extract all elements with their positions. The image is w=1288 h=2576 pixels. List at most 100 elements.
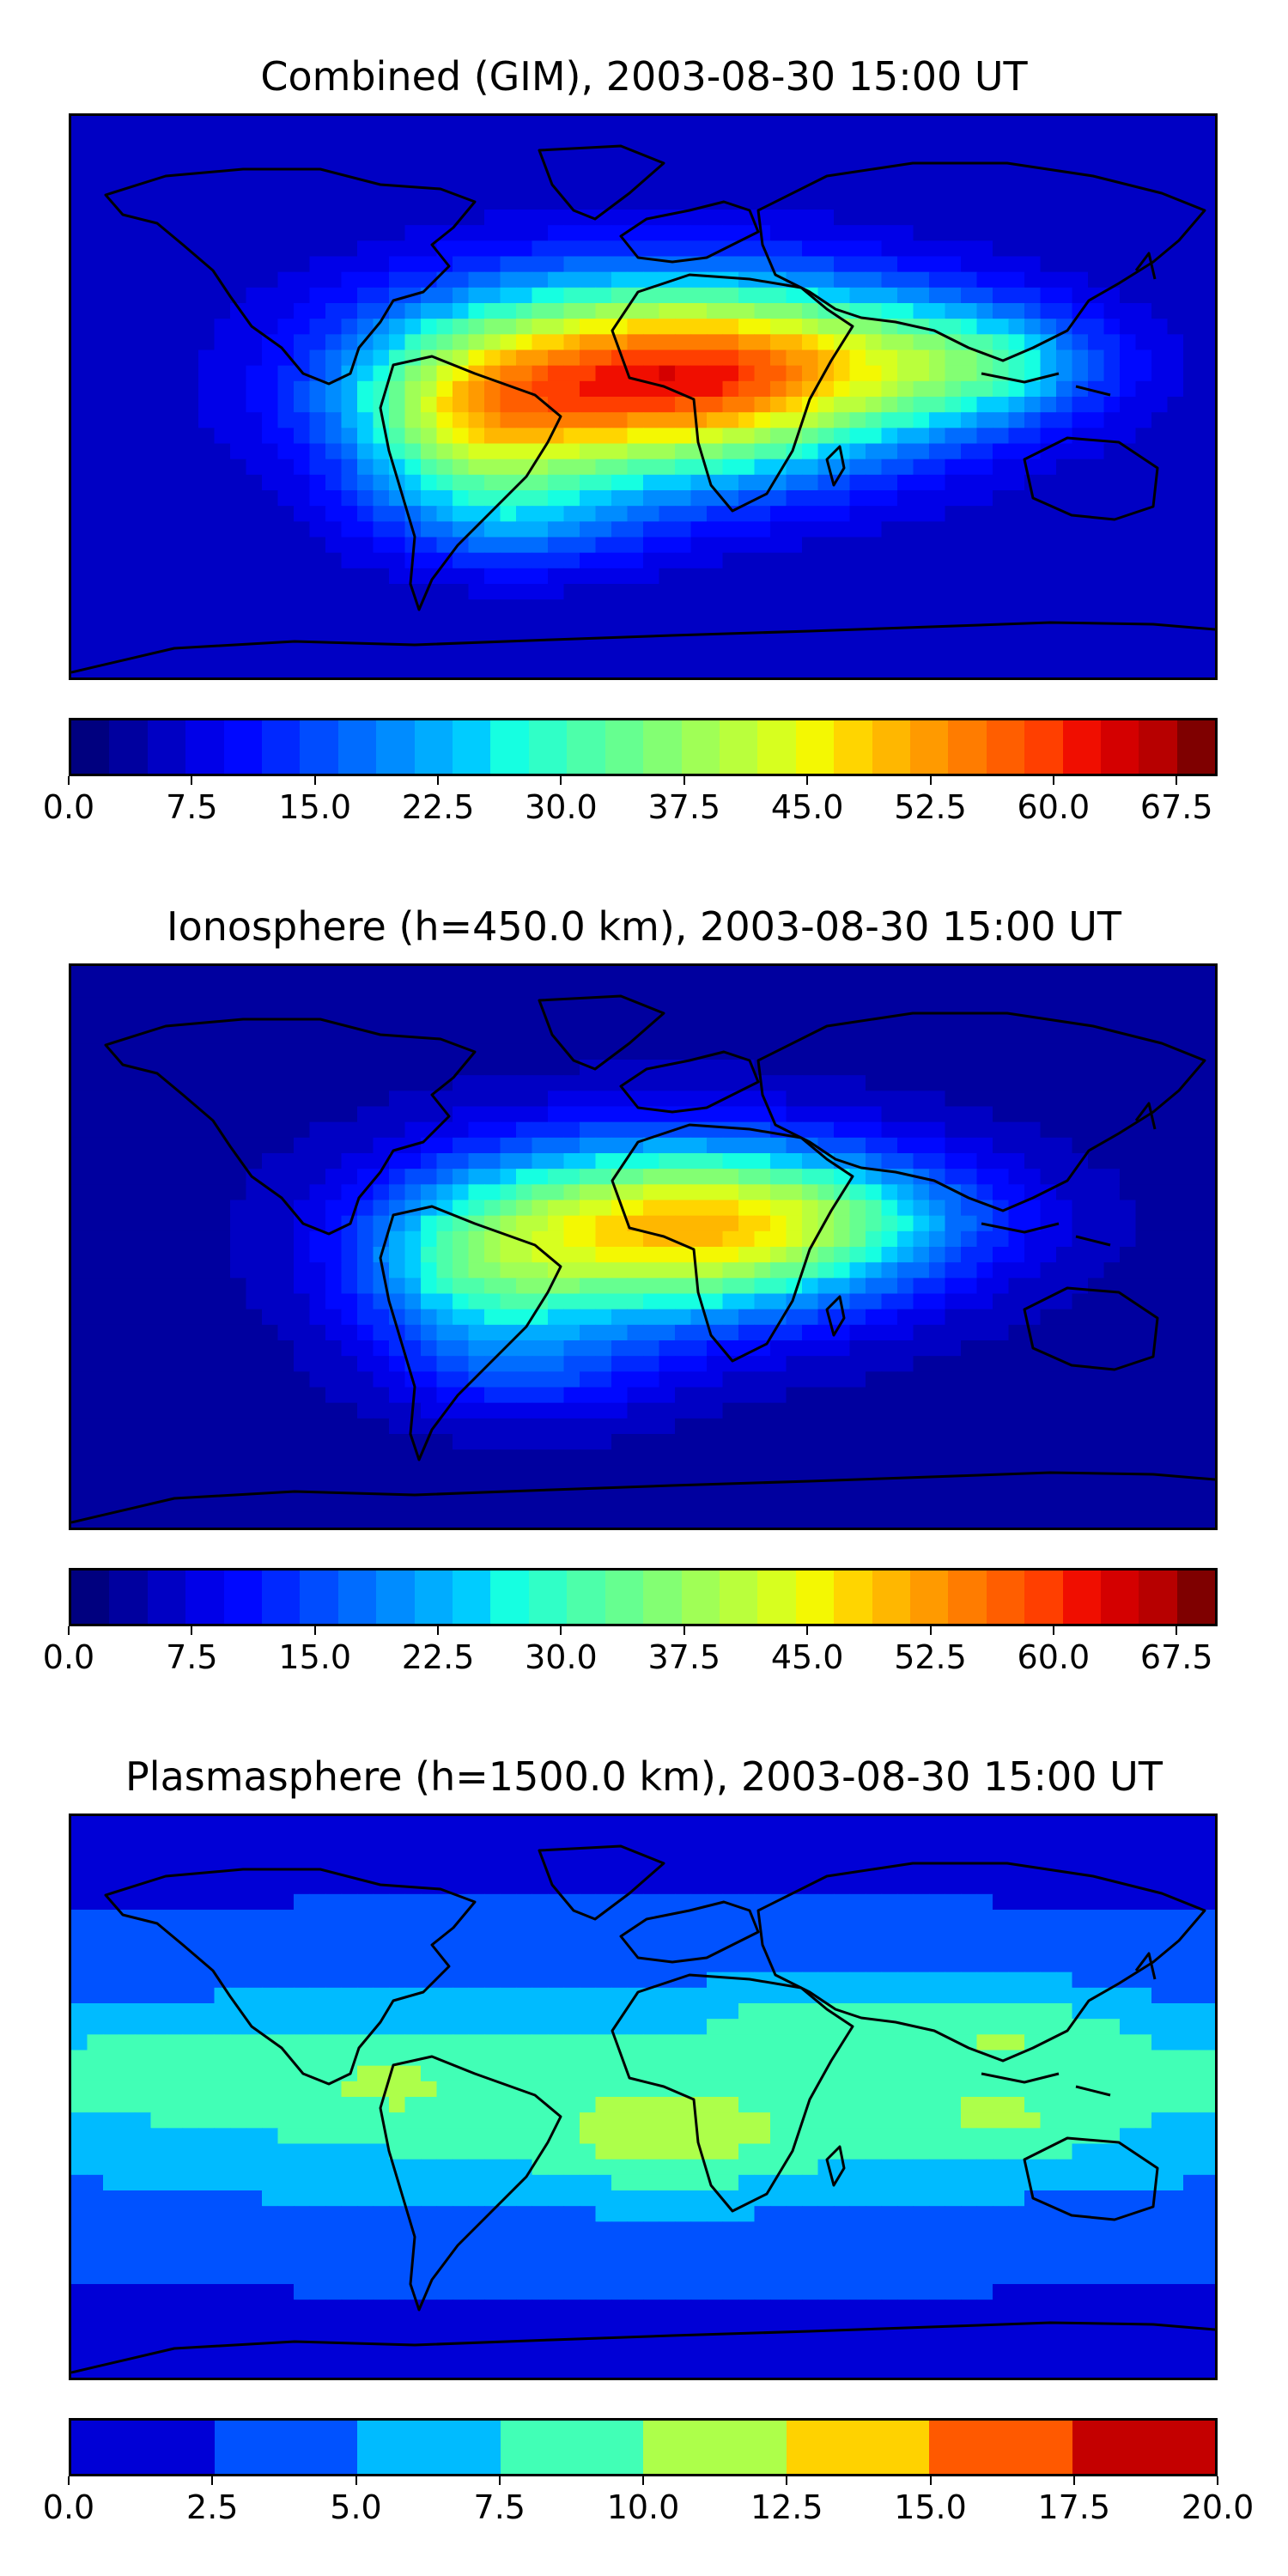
field-cell [214, 1387, 231, 1404]
field-cell [198, 319, 216, 335]
field-cell [1024, 319, 1042, 335]
field-cell [675, 412, 692, 428]
field-cell [167, 584, 184, 600]
field-cell [563, 380, 580, 398]
field-cell [1072, 584, 1089, 600]
field-cell [690, 365, 708, 382]
field-cell [659, 506, 676, 522]
field-cell [643, 1091, 660, 1108]
field-cell [309, 630, 326, 647]
field-cell [722, 1293, 739, 1310]
field-cell [103, 1153, 120, 1170]
field-cell [532, 303, 549, 319]
field-cell [373, 506, 390, 522]
field-cell [516, 1121, 533, 1139]
field-cell [246, 225, 263, 241]
field-cell [770, 1402, 787, 1419]
field-cell [309, 303, 326, 319]
field-cell [817, 1324, 835, 1341]
field-cell [198, 1121, 216, 1139]
field-cell [643, 1402, 660, 1419]
field-cell [913, 537, 930, 554]
field-cell [182, 599, 199, 616]
field-cell [516, 1371, 533, 1388]
field-cell [897, 1324, 914, 1341]
field-cell [468, 1309, 485, 1326]
field-cell [659, 240, 676, 258]
field-cell [500, 1247, 517, 1263]
field-cell [611, 630, 629, 647]
field-cell [770, 537, 787, 554]
field-cell [754, 303, 771, 319]
field-cell [627, 256, 644, 273]
field-cell [738, 256, 756, 273]
field-cell [357, 1371, 374, 1388]
field-cell [198, 1324, 216, 1341]
field-cell [389, 1278, 406, 1295]
field-cell [404, 1324, 422, 1341]
field-cell [198, 521, 216, 538]
field-cell [1072, 131, 1089, 148]
field-cell [230, 1309, 247, 1326]
field-cell [897, 1309, 914, 1326]
field-cell [1120, 997, 1137, 1014]
field-cell [262, 981, 279, 998]
field-cell [1008, 1091, 1025, 1108]
field-cell [87, 1028, 104, 1045]
field-cell [786, 1340, 803, 1357]
field-cell [468, 210, 485, 226]
field-cell [834, 349, 851, 367]
field-cell [770, 981, 787, 998]
field-cell [1072, 1012, 1089, 1030]
field-cell [167, 1449, 184, 1466]
field-cell [135, 1153, 152, 1170]
field-cell [563, 490, 580, 507]
field-cell [993, 521, 1010, 538]
field-cell [1056, 1215, 1073, 1232]
field-cell [1167, 303, 1184, 319]
field-cell [1199, 1028, 1215, 1045]
field-cell [357, 1324, 374, 1341]
field-cell [548, 116, 565, 132]
field-cell [675, 1184, 692, 1201]
field-cell [532, 240, 549, 258]
field-cell [961, 256, 978, 273]
field-cell [817, 646, 835, 663]
field-cell [1056, 1418, 1073, 1435]
field-cell [1088, 584, 1105, 600]
field-cell [849, 178, 866, 195]
field-cell [563, 147, 580, 164]
field-cell [945, 162, 962, 179]
colorbar-tick-label: 15.0 [278, 788, 352, 826]
field-cell [738, 1153, 756, 1170]
field-cell [707, 459, 724, 476]
field-cell [71, 490, 88, 507]
field-cell [690, 615, 708, 632]
field-cell [135, 131, 152, 148]
field-cell [1120, 1371, 1137, 1388]
field-cell [754, 568, 771, 585]
colorbar-tick [806, 776, 809, 785]
field-cell [182, 1075, 199, 1091]
field-cell [325, 1121, 343, 1139]
field-cell [516, 365, 533, 382]
field-cell [1008, 997, 1025, 1014]
field-cell [659, 521, 676, 538]
field-cell [1199, 1075, 1215, 1091]
field-cell [881, 1091, 898, 1108]
field-cell [707, 380, 724, 398]
field-cell [548, 981, 565, 998]
field-cell [580, 1028, 597, 1045]
field-cell [738, 981, 756, 998]
field-cell [436, 380, 453, 398]
field-cell [421, 1028, 438, 1045]
field-cell [167, 443, 184, 460]
field-cell [770, 1434, 787, 1450]
colorbar-segment [1176, 720, 1215, 774]
field-cell [643, 459, 660, 476]
field-cell [643, 1153, 660, 1170]
field-cell [817, 615, 835, 632]
field-cell [976, 506, 993, 522]
field-cell [563, 412, 580, 428]
field-cell [707, 1137, 724, 1154]
